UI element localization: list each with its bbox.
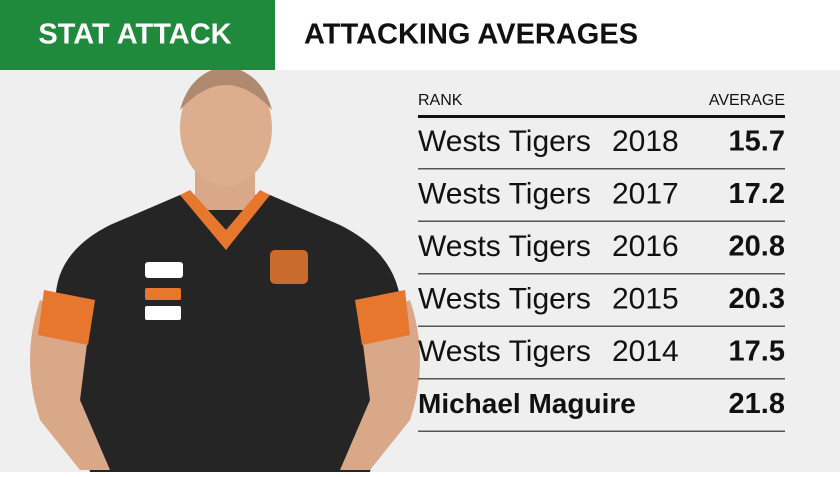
column-header: RANK xyxy=(418,92,463,109)
team-name: Wests Tigers xyxy=(418,125,591,158)
header-title-box xyxy=(275,0,840,70)
row-rule xyxy=(418,378,785,380)
average-value: 15.7 xyxy=(729,126,785,158)
row-rule xyxy=(418,273,785,275)
team-name: Wests Tigers xyxy=(418,230,591,263)
row-rule xyxy=(418,168,785,170)
row-rule xyxy=(418,325,785,327)
season-year: 2016 xyxy=(612,230,679,263)
coach-photo xyxy=(30,66,420,472)
season-year: 2017 xyxy=(612,177,679,210)
average-value: 17.2 xyxy=(729,178,785,210)
row-rule xyxy=(418,220,785,222)
table-body: Wests Tigers 2018 15.7 Wests Tigers 2017 17.2… xyxy=(418,125,785,432)
average-value: 20.3 xyxy=(729,283,785,315)
season-year: 2015 xyxy=(612,282,679,315)
header-title: ATTACKING AVERAGES xyxy=(304,19,638,51)
average-value: 20.8 xyxy=(729,231,785,263)
season-year: 2018 xyxy=(612,125,679,158)
average-value: 21.8 xyxy=(729,388,785,420)
team-name: Wests Tigers xyxy=(418,335,591,368)
column-header: AVERAGE xyxy=(709,92,785,109)
row-rule xyxy=(418,430,785,432)
average-value: 17.5 xyxy=(729,336,785,368)
team-name: Wests Tigers xyxy=(418,282,591,315)
team-name: Michael Maguire xyxy=(418,388,636,419)
header-label: STAT ATTACK xyxy=(38,19,231,51)
team-name: Wests Tigers xyxy=(418,177,591,210)
season-year: 2014 xyxy=(612,335,679,368)
header-rule xyxy=(418,115,785,118)
header-label-box xyxy=(0,0,275,70)
